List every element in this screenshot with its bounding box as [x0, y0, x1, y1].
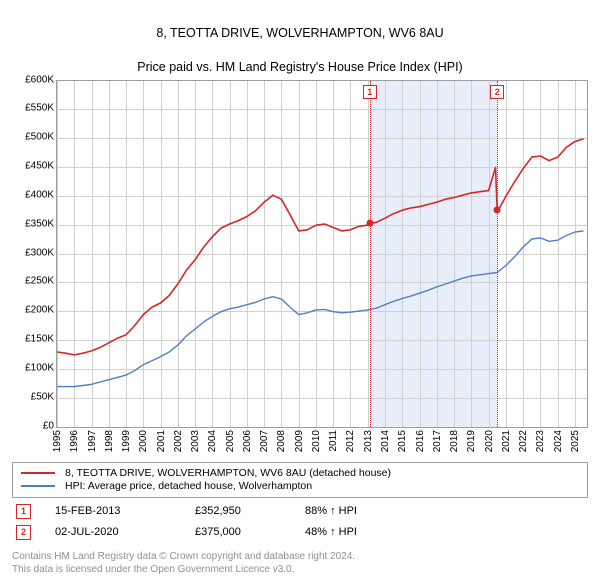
title-line-1: 8, TEOTTA DRIVE, WOLVERHAMPTON, WV6 8AU	[156, 26, 443, 40]
x-tick-label: 2000	[138, 430, 149, 452]
line-svg	[57, 81, 587, 427]
x-tick-label: 2025	[570, 430, 581, 452]
title-line-2: Price paid vs. HM Land Registry's House …	[137, 60, 462, 74]
x-tick-label: 2015	[397, 430, 408, 452]
x-tick-label: 2019	[466, 430, 477, 452]
x-tick-label: 2012	[345, 430, 356, 452]
x-tick-label: 1999	[121, 430, 132, 452]
plot-area: 12	[56, 80, 588, 428]
x-tick-label: 2014	[380, 430, 391, 452]
transaction-date: 02-JUL-2020	[55, 526, 195, 538]
y-tick-label: £350K	[25, 218, 54, 229]
y-tick-label: £50K	[31, 391, 54, 402]
x-tick-label: 2023	[535, 430, 546, 452]
y-tick-label: £150K	[25, 334, 54, 345]
x-tick-label: 2005	[225, 430, 236, 452]
y-tick-label: £250K	[25, 276, 54, 287]
legend-swatch	[21, 485, 55, 487]
chart-area: £0£50K£100K£150K£200K£250K£300K£350K£400…	[12, 80, 588, 458]
transaction-index-box: 2	[16, 525, 31, 540]
x-tick-label: 2009	[294, 430, 305, 452]
x-tick-label: 2024	[553, 430, 564, 452]
x-tick-label: 2006	[242, 430, 253, 452]
footer: Contains HM Land Registry data © Crown c…	[12, 550, 588, 576]
legend-label: 8, TEOTTA DRIVE, WOLVERHAMPTON, WV6 8AU …	[65, 467, 391, 479]
transaction-index-box: 1	[16, 504, 31, 519]
y-tick-label: £300K	[25, 247, 54, 258]
x-tick-label: 2003	[190, 430, 201, 452]
y-tick-label: £600K	[25, 74, 54, 85]
x-tick-label: 1998	[104, 430, 115, 452]
x-tick-label: 2021	[501, 430, 512, 452]
chart-container: 8, TEOTTA DRIVE, WOLVERHAMPTON, WV6 8AU …	[0, 0, 600, 560]
x-tick-label: 2016	[415, 430, 426, 452]
x-tick-label: 2022	[518, 430, 529, 452]
legend-swatch	[21, 472, 55, 474]
transaction-row: 2 02-JUL-2020£375,00048% ↑ HPI	[12, 525, 588, 540]
transaction-vs-hpi: 88% ↑ HPI	[305, 505, 357, 517]
x-tick-label: 2007	[259, 430, 270, 452]
x-tick-label: 2013	[363, 430, 374, 452]
y-tick-label: £200K	[25, 305, 54, 316]
x-tick-label: 1997	[87, 430, 98, 452]
y-tick-label: £400K	[25, 189, 54, 200]
y-tick-label: £500K	[25, 132, 54, 143]
marker-box: 2	[490, 85, 504, 99]
series-property	[57, 138, 584, 354]
chart-title: 8, TEOTTA DRIVE, WOLVERHAMPTON, WV6 8AU …	[12, 8, 588, 76]
x-tick-label: 2018	[449, 430, 460, 452]
y-axis: £0£50K£100K£150K£200K£250K£300K£350K£400…	[12, 80, 56, 428]
y-tick-label: £550K	[25, 103, 54, 114]
series-hpi	[57, 230, 584, 386]
legend-label: HPI: Average price, detached house, Wolv…	[65, 480, 312, 492]
legend: 8, TEOTTA DRIVE, WOLVERHAMPTON, WV6 8AU …	[12, 462, 588, 498]
y-tick-label: £450K	[25, 161, 54, 172]
transaction-row: 1 15-FEB-2013£352,95088% ↑ HPI	[12, 504, 588, 519]
y-tick-label: £100K	[25, 362, 54, 373]
x-tick-label: 2004	[207, 430, 218, 452]
x-tick-label: 2020	[484, 430, 495, 452]
transaction-date: 15-FEB-2013	[55, 505, 195, 517]
x-tick-label: 2010	[311, 430, 322, 452]
transaction-vs-hpi: 48% ↑ HPI	[305, 526, 357, 538]
legend-row: HPI: Average price, detached house, Wolv…	[21, 480, 579, 492]
footer-line-2: This data is licensed under the Open Gov…	[12, 564, 294, 575]
x-tick-label: 2008	[276, 430, 287, 452]
x-tick-label: 2002	[173, 430, 184, 452]
x-tick-label: 2001	[156, 430, 167, 452]
x-tick-label: 2011	[328, 430, 339, 452]
transaction-price: £375,000	[195, 526, 305, 538]
transactions: 1 15-FEB-2013£352,95088% ↑ HPI 2 02-JUL-202…	[12, 504, 588, 540]
x-axis: 1995199619971998199920002001200220032004…	[56, 428, 588, 458]
marker-line	[497, 81, 498, 427]
marker-box: 1	[363, 85, 377, 99]
x-tick-label: 1995	[52, 430, 63, 452]
transaction-price: £352,950	[195, 505, 305, 517]
x-tick-label: 2017	[432, 430, 443, 452]
marker-line	[370, 81, 371, 427]
legend-row: 8, TEOTTA DRIVE, WOLVERHAMPTON, WV6 8AU …	[21, 467, 579, 479]
sale-point	[366, 219, 373, 226]
sale-point	[494, 207, 501, 214]
x-tick-label: 1996	[69, 430, 80, 452]
